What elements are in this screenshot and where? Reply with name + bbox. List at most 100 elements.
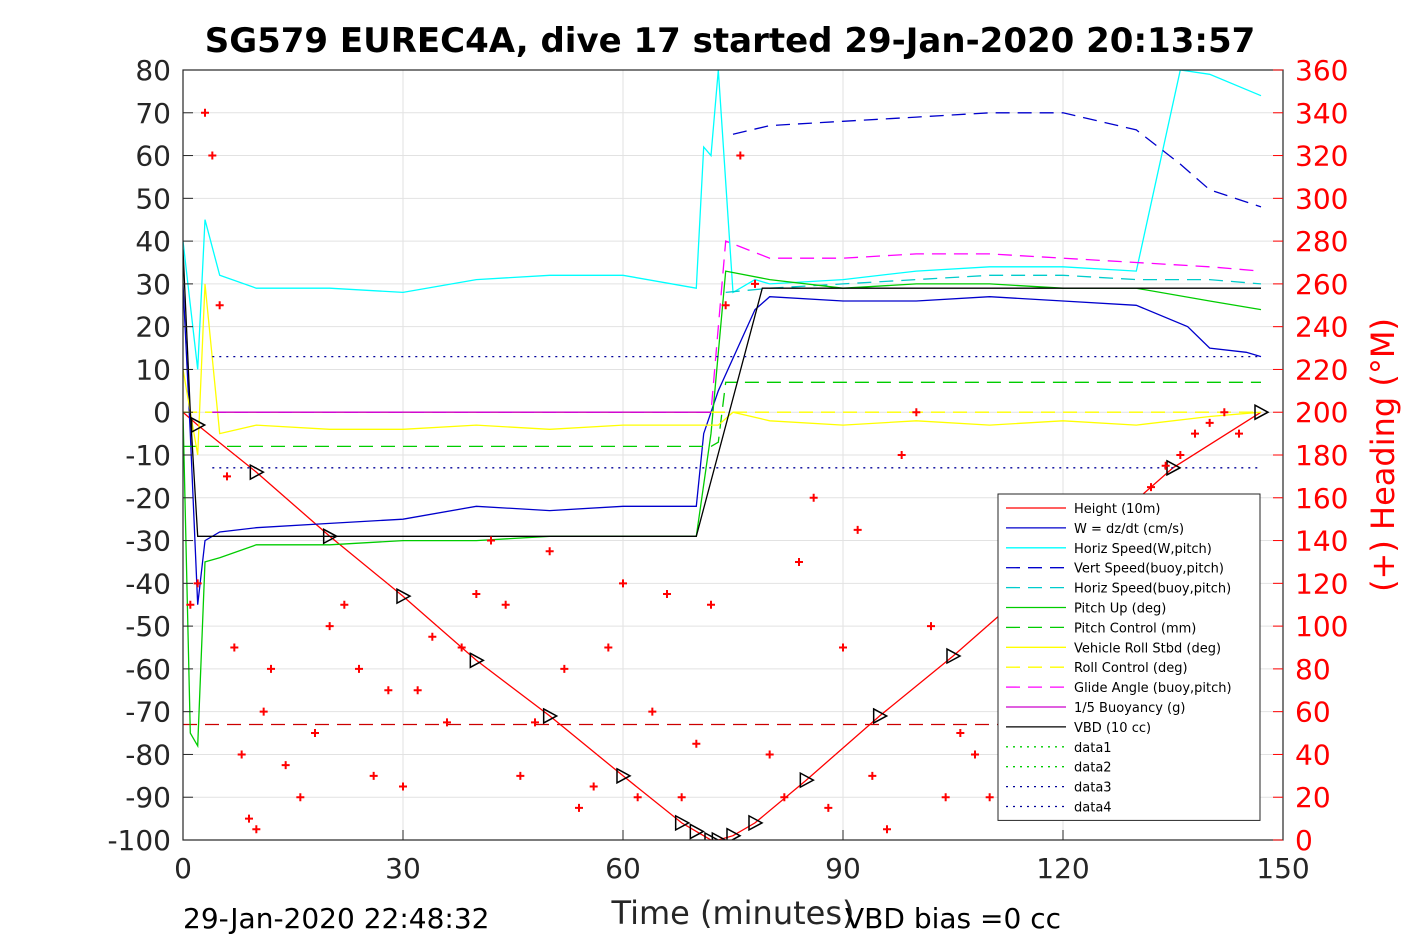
heading-point	[369, 771, 378, 780]
heading-point	[1205, 418, 1214, 427]
y-tick-label: 70	[135, 97, 171, 130]
heading-point	[355, 664, 363, 673]
heading-point	[208, 151, 217, 160]
y-tick-label: -90	[125, 781, 171, 814]
heading-point	[795, 557, 803, 566]
heading-point	[956, 729, 965, 738]
x-tick-label: 60	[605, 852, 641, 885]
legend-label: Height (10m)	[1074, 502, 1160, 517]
y-right-tick-label: 200	[1295, 396, 1348, 429]
heading-point	[516, 771, 525, 780]
y-tick-label: -10	[125, 439, 171, 472]
series-line-3	[732, 112, 1262, 208]
y-right-tick-label: 180	[1295, 439, 1348, 472]
heading-point	[399, 782, 407, 791]
heading-point	[839, 643, 847, 652]
y-right-tick-label: 300	[1295, 182, 1348, 215]
y-right-tick-label: 280	[1295, 225, 1348, 258]
y-right-tick-label: 80	[1295, 653, 1331, 686]
heading-point	[633, 793, 642, 802]
y-tick-label: 30	[135, 268, 171, 301]
heading-point	[912, 408, 921, 417]
y-tick-label: 10	[135, 353, 171, 386]
y-right-tick-label: 360	[1295, 54, 1348, 87]
heading-point	[619, 579, 627, 588]
y-tick-label: -70	[125, 696, 171, 729]
heading-point	[428, 632, 437, 641]
heading-point	[457, 643, 466, 652]
heading-point	[325, 622, 334, 631]
height-marker	[726, 827, 742, 840]
heading-point	[589, 782, 598, 791]
y-tick-label: -60	[125, 653, 171, 686]
series-line-11	[183, 249, 1261, 537]
legend: Height (10m) W = dz/dt (cm/s) Horiz Speed(…	[997, 493, 1261, 821]
footer-timestamp: 29-Jan-2020 22:48:32	[183, 902, 489, 935]
heading-point	[501, 600, 510, 609]
height-marker	[689, 823, 705, 840]
y-tick-label: 50	[135, 182, 171, 215]
chart-title: SG579 EUREC4A, dive 17 started 29-Jan-20…	[205, 21, 1256, 61]
heading-point	[765, 750, 774, 759]
heading-point	[311, 729, 319, 738]
heading-point	[259, 707, 268, 716]
heading-point	[883, 825, 891, 834]
y-tick-label: 40	[135, 225, 171, 258]
heading-point	[1235, 429, 1243, 438]
legend-label: Horiz Speed(W,pitch)	[1074, 542, 1212, 557]
y-right-tick-label: 120	[1295, 567, 1348, 600]
x-axis-label: Time (minutes)	[611, 894, 855, 932]
heading-point	[281, 761, 290, 770]
heading-point	[575, 803, 583, 812]
heading-point	[296, 793, 305, 802]
height-marker	[616, 767, 632, 785]
heading-point	[223, 472, 231, 481]
legend-label: W = dz/dt (cm/s)	[1074, 522, 1184, 537]
y-right-tick-label: 240	[1295, 311, 1348, 344]
heading-point	[186, 600, 195, 609]
y-right-tick-label: 0	[1295, 824, 1313, 857]
heading-point	[252, 825, 261, 834]
height-marker	[748, 814, 764, 832]
y-right-tick-label: 340	[1295, 97, 1348, 130]
height-marker	[190, 416, 207, 434]
legend-label: data1	[1074, 741, 1112, 756]
legend-label: Roll Control (deg)	[1074, 661, 1188, 676]
heading-point	[751, 279, 759, 288]
legend-label: data4	[1074, 801, 1112, 816]
legend-label: Vehicle Roll Stbd (deg)	[1074, 641, 1221, 656]
height-marker	[946, 647, 962, 665]
heading-point	[721, 301, 730, 310]
height-marker	[542, 707, 559, 725]
legend-label: Pitch Up (deg)	[1074, 602, 1166, 617]
heading-point	[201, 108, 209, 117]
heading-point	[663, 590, 671, 599]
heading-point	[604, 643, 613, 652]
heading-point	[340, 600, 349, 609]
heading-point	[736, 151, 745, 160]
height-marker	[711, 831, 727, 840]
heading-point	[985, 793, 994, 802]
right-axis-label: (+) Heading (°M)	[1364, 318, 1402, 592]
height-marker	[469, 652, 485, 669]
y-right-tick-label: 20	[1295, 781, 1331, 814]
left-axis-ticks: 80 70 60 50 40 30 20 10 0 -10 -20 -30 -40 -50 -60 -70 -8…	[107, 54, 193, 857]
series-line-2	[183, 70, 1262, 370]
y-tick-label: 0	[153, 396, 171, 429]
heading-point	[824, 803, 833, 812]
height-marker	[872, 707, 889, 725]
x-tick-label: 90	[825, 852, 861, 885]
heading-point	[1191, 429, 1199, 438]
y-right-tick-label: 140	[1295, 525, 1348, 558]
legend-label: Vert Speed(buoy,pitch)	[1074, 562, 1224, 577]
series-line-6	[183, 381, 1261, 448]
heading-point	[487, 536, 495, 545]
heading-point	[545, 547, 554, 556]
y-right-tick-label: 100	[1295, 610, 1348, 643]
y-right-tick-label: 160	[1295, 482, 1348, 515]
x-axis-ticks: 0 30 60 90 120 150	[174, 830, 1310, 885]
heading-point	[1220, 408, 1229, 417]
heading-point	[245, 814, 253, 823]
heading-point	[692, 739, 701, 748]
